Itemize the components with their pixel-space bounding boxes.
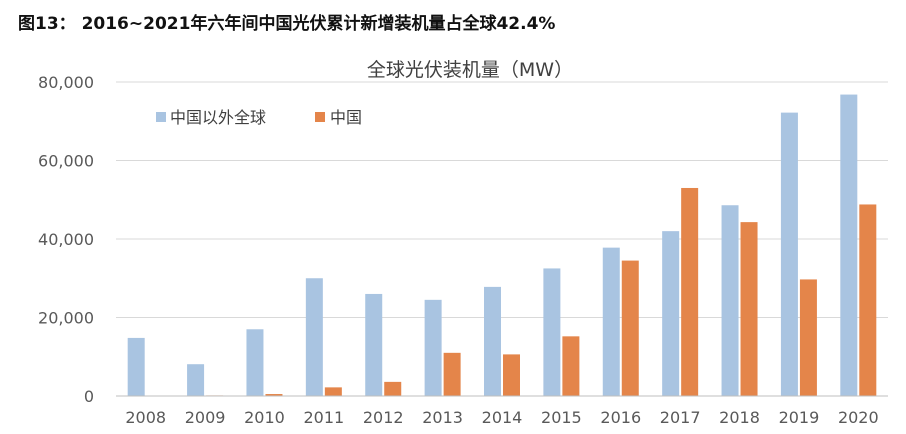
x-tick-label: 2018 xyxy=(719,408,760,427)
x-tick-label: 2012 xyxy=(363,408,404,427)
y-tick-label: 60,000 xyxy=(38,152,94,171)
legend-label-china: 中国 xyxy=(330,108,362,127)
x-tick-label: 2016 xyxy=(600,408,641,427)
x-tick-label: 2008 xyxy=(125,408,166,427)
bar-rest-of-world xyxy=(602,247,620,396)
bar-china xyxy=(324,387,342,396)
bar-rest-of-world xyxy=(780,112,798,397)
bars xyxy=(127,94,877,397)
legend: 中国以外全球 中国 xyxy=(156,108,362,127)
bar-rest-of-world xyxy=(365,293,383,396)
bar-rest-of-world xyxy=(543,268,561,396)
bar-china xyxy=(740,222,758,396)
x-tick-label: 2017 xyxy=(660,408,701,427)
bar-rest-of-world xyxy=(127,337,145,396)
y-axis-ticks: 0 20,000 40,000 60,000 80,000 xyxy=(38,73,94,406)
figure-title: 图13： 2016~2021年六年间中国光伏累计新增装机量占全球42.4% xyxy=(18,14,556,34)
bar-china xyxy=(265,394,283,396)
x-tick-label: 2009 xyxy=(185,408,226,427)
bar-china xyxy=(562,336,580,396)
bar-rest-of-world xyxy=(187,364,205,396)
y-tick-label: 0 xyxy=(84,387,94,406)
bar-china xyxy=(681,187,699,396)
bar-rest-of-world xyxy=(484,286,501,396)
legend-swatch-china xyxy=(315,112,325,122)
bar-rest-of-world xyxy=(424,299,442,396)
chart-title: 全球光伏装机量（MW） xyxy=(367,59,573,81)
x-axis-ticks: 2008 2009 2010 2011 2012 2013 2014 2015 2016 2017… xyxy=(125,408,878,427)
bar-rest-of-world xyxy=(305,278,323,396)
bar-china xyxy=(384,381,402,396)
gridlines xyxy=(116,81,888,318)
bar-china xyxy=(799,279,817,396)
y-tick-label: 80,000 xyxy=(38,73,94,92)
y-tick-label: 40,000 xyxy=(38,230,94,249)
bar-rest-of-world xyxy=(721,205,739,396)
legend-label-rest-of-world: 中国以外全球 xyxy=(170,108,266,127)
y-tick-label: 20,000 xyxy=(38,309,94,328)
legend-swatch-rest-of-world xyxy=(156,112,166,122)
bar-rest-of-world xyxy=(246,329,264,396)
x-tick-label: 2011 xyxy=(303,408,344,427)
x-tick-label: 2010 xyxy=(244,408,285,427)
bar-china xyxy=(503,354,520,396)
bar-rest-of-world xyxy=(662,231,680,396)
x-tick-label: 2013 xyxy=(422,408,463,427)
bar-china xyxy=(443,352,461,396)
x-tick-label: 2014 xyxy=(482,408,523,427)
x-tick-label: 2020 xyxy=(838,408,879,427)
bar-china xyxy=(621,260,639,396)
bar-rest-of-world xyxy=(840,94,858,396)
bar-china xyxy=(859,204,877,396)
x-tick-label: 2019 xyxy=(779,408,820,427)
x-tick-label: 2015 xyxy=(541,408,582,427)
